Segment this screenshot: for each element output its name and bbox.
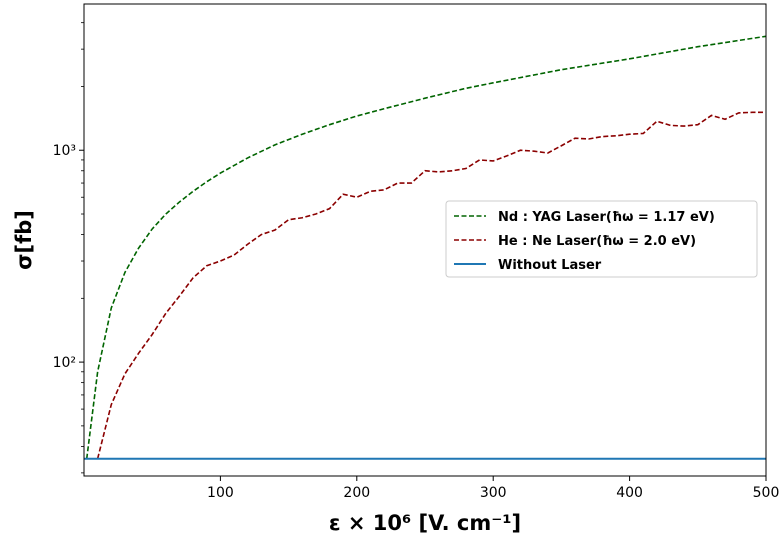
y-axis-label: σ[fb] [12,210,36,270]
legend-box [445,200,758,278]
legend: Nd : YAG Laser(ħω = 1.17 eV) He : Ne Lase… [445,200,758,278]
x-tick-label: 300 [480,485,507,501]
legend-label: He : Ne Laser(ħω = 2.0 eV) [498,234,696,249]
y-axis-ticks: 10² 10³ [53,22,84,474]
x-axis-label: ε × 10⁶ [V. cm⁻¹] [329,511,521,535]
plot-series [84,35,766,460]
plot-frame [83,3,767,477]
series-line-1 [96,111,766,459]
x-tick-label: 400 [616,485,643,501]
x-axis-ticks: 100 200 300 400 500 [207,476,779,501]
x-tick-label: 200 [343,485,370,501]
legend-label: Without Laser [498,258,602,273]
x-tick-label: 100 [207,485,234,501]
series-line-0 [85,35,766,459]
legend-label: Nd : YAG Laser(ħω = 1.17 eV) [498,210,715,225]
y-tick-label: 10² [53,355,76,371]
x-tick-label: 500 [753,485,780,501]
y-tick-label: 10³ [53,143,76,159]
